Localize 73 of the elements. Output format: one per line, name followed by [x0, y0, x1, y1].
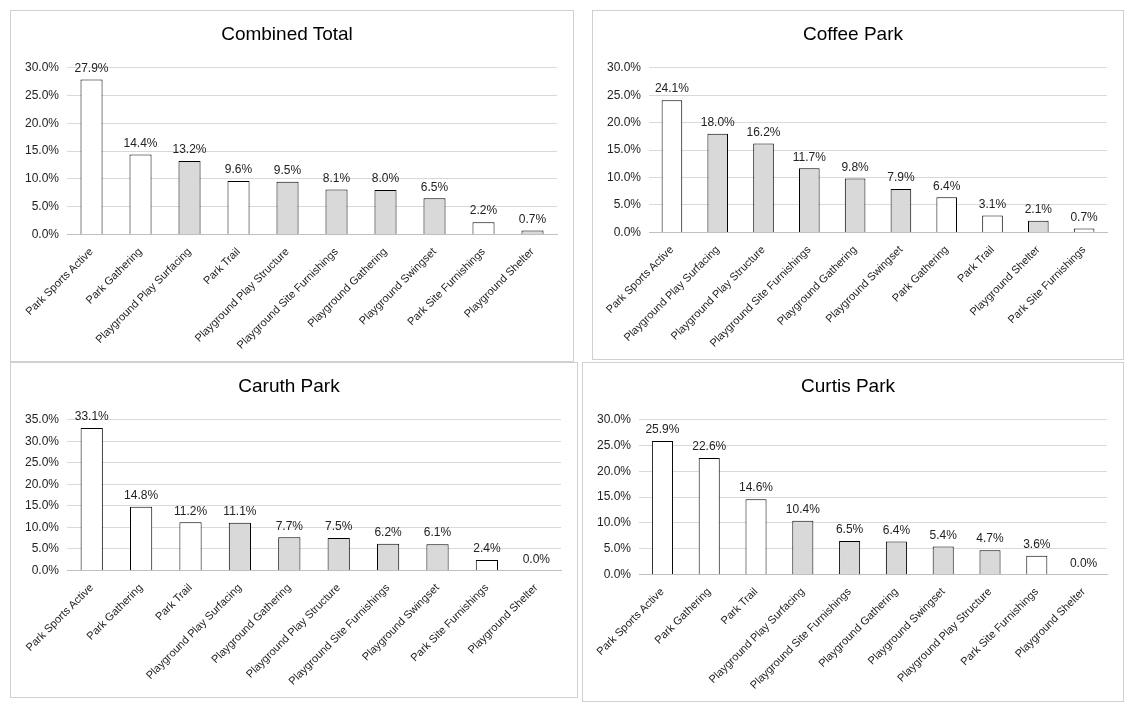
data-label: 22.6% — [692, 439, 727, 454]
chart-title: Coffee Park — [803, 22, 904, 44]
data-label: 6.1% — [423, 525, 452, 540]
y-tick-label: 5.0% — [613, 197, 642, 212]
data-label: 9.8% — [841, 159, 870, 174]
data-label: 11.1% — [223, 503, 257, 518]
data-label: 13.2% — [172, 142, 207, 157]
y-tick-label: 15.0% — [606, 142, 642, 157]
data-label: 14.6% — [739, 480, 774, 495]
data-label: 6.5% — [420, 179, 449, 194]
data-label: 6.4% — [933, 178, 961, 193]
y-tick-label: 20.0% — [24, 476, 60, 491]
data-label: 3.1% — [978, 196, 1007, 211]
data-label: 2.4% — [473, 541, 501, 556]
y-tick-label: 25.0% — [24, 87, 60, 102]
y-tick-label: 20.0% — [596, 463, 632, 478]
data-label: 6.4% — [882, 522, 911, 537]
y-tick-label: 10.0% — [24, 171, 60, 186]
data-label: 14.8% — [124, 488, 159, 503]
data-label: 2.1% — [1024, 202, 1053, 217]
y-tick-label: 30.0% — [596, 412, 632, 427]
data-label: 24.1% — [654, 81, 690, 96]
y-tick-label: 20.0% — [606, 114, 642, 129]
data-label: 9.5% — [273, 162, 302, 177]
y-tick-label: 10.0% — [24, 519, 60, 534]
data-label: 0.0% — [522, 551, 551, 566]
y-tick-label: 5.0% — [31, 198, 60, 213]
y-tick-label: 15.0% — [24, 498, 60, 513]
y-tick-label: 30.0% — [24, 433, 60, 448]
y-tick-label: 10.0% — [596, 515, 632, 530]
data-label: 8.0% — [371, 171, 400, 186]
data-label: 7.7% — [275, 518, 304, 533]
data-label: 7.9% — [887, 170, 915, 185]
data-label: 25.9% — [645, 422, 680, 437]
y-tick-label: 30.0% — [606, 60, 642, 75]
y-tick-label: 25.0% — [606, 87, 642, 102]
data-label: 0.0% — [1069, 555, 1098, 570]
chart-title: Combined Total — [221, 22, 353, 44]
data-label: 16.2% — [746, 124, 781, 139]
y-tick-label: 0.0% — [31, 562, 60, 577]
data-label: 18.0% — [700, 114, 736, 129]
data-label: 6.2% — [374, 525, 403, 540]
y-tick-label: 5.0% — [31, 541, 60, 556]
data-label: 10.4% — [785, 502, 821, 517]
data-label: 2.2% — [469, 203, 498, 218]
y-tick-label: 15.0% — [24, 143, 60, 158]
data-label: 7.5% — [325, 519, 353, 534]
y-tick-label: 30.0% — [24, 60, 60, 75]
y-tick-label: 0.0% — [613, 224, 642, 239]
y-tick-label: 0.0% — [31, 226, 60, 241]
data-label: 11.2% — [173, 503, 208, 518]
chart-title: Curtis Park — [801, 374, 896, 396]
y-tick-label: 25.0% — [596, 437, 632, 452]
y-tick-label: 35.0% — [24, 412, 60, 427]
data-label: 11.7% — [792, 149, 827, 164]
data-label: 27.9% — [74, 60, 109, 75]
y-tick-label: 20.0% — [24, 115, 60, 130]
data-label: 3.6% — [1023, 537, 1051, 552]
data-label: 0.7% — [518, 211, 547, 226]
y-tick-label: 10.0% — [606, 169, 642, 184]
data-label: 6.5% — [835, 522, 864, 537]
y-tick-label: 25.0% — [24, 455, 60, 470]
chart-title: Caruth Park — [238, 374, 341, 396]
data-label: 14.4% — [123, 135, 158, 150]
data-label: 33.1% — [74, 409, 110, 424]
y-tick-label: 5.0% — [603, 540, 632, 555]
y-tick-label: 0.0% — [603, 566, 632, 581]
y-tick-label: 15.0% — [596, 489, 632, 504]
data-label: 8.1% — [322, 170, 351, 185]
data-label: 9.6% — [224, 162, 253, 177]
data-label: 0.7% — [1070, 209, 1099, 224]
data-label: 4.7% — [976, 531, 1005, 546]
data-label: 5.4% — [929, 527, 958, 542]
